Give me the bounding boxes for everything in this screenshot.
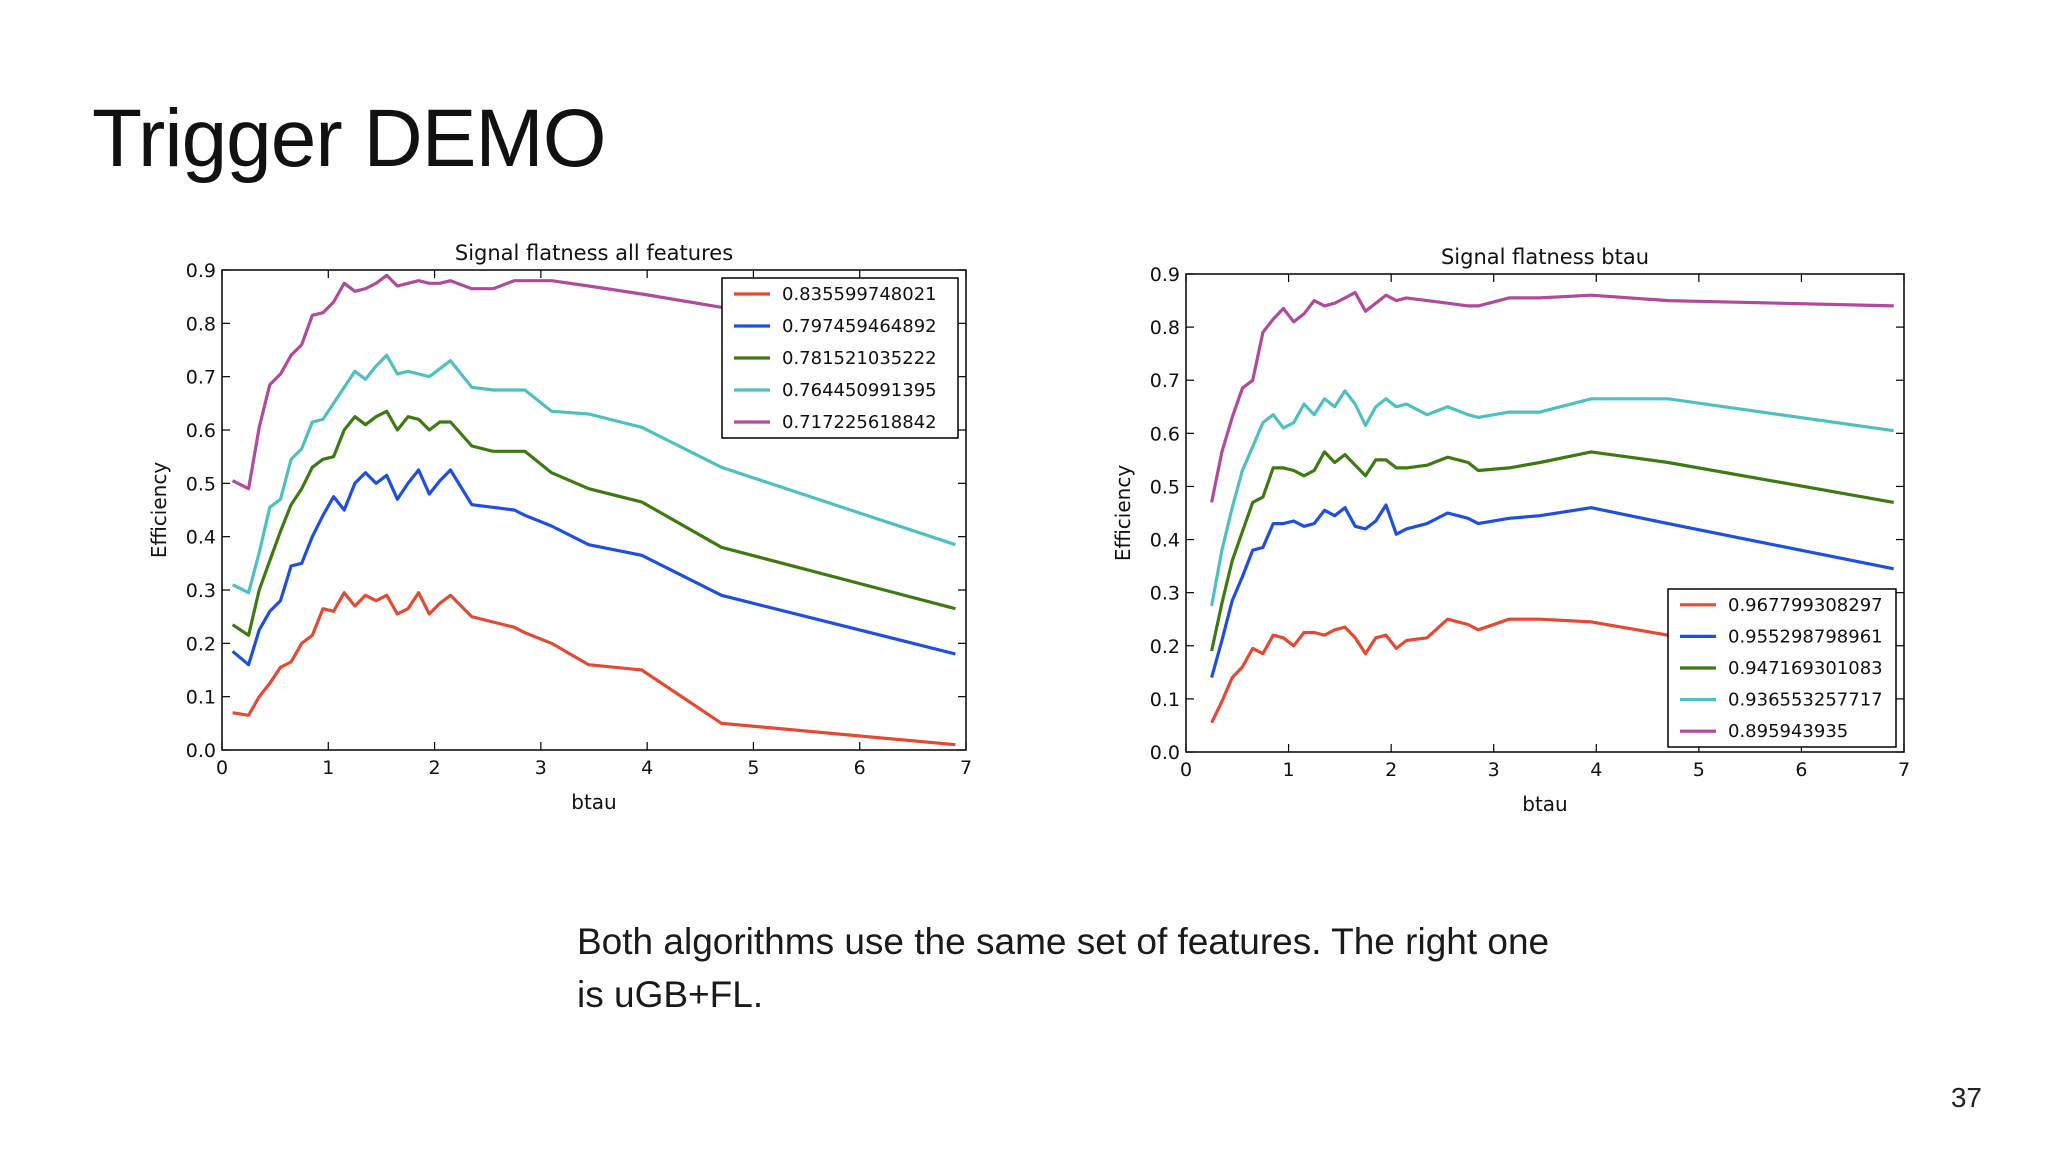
page-number: 37 (1950, 1082, 1982, 1113)
slide-title: Trigger DEMO (92, 93, 606, 184)
plot-frame (1185, 273, 1905, 753)
series-line-2 (231, 468, 956, 667)
y-tick-label: 0.2 (1150, 636, 1180, 658)
legend-entry: 0.967799308297 (1728, 595, 1883, 616)
y-tick-label: 0.1 (1150, 689, 1180, 711)
x-tick-label: 6 (854, 757, 866, 779)
legend-entry: 0.835599748021 (782, 284, 937, 305)
x-axis-label: btau (1522, 792, 1567, 816)
y-tick-label: 0.8 (186, 313, 216, 335)
series-line-4 (1210, 389, 1894, 607)
x-tick-label: 0 (1180, 759, 1192, 781)
chart-title: Signal flatness btau (1441, 245, 1649, 269)
y-tick-label: 0.4 (186, 527, 216, 549)
x-tick-label: 2 (1385, 759, 1397, 781)
series-line-3 (231, 409, 956, 637)
series-line-3 (1210, 450, 1894, 652)
legend-entry: 0.947169301083 (1728, 658, 1883, 679)
slide-caption: Both algorithms use the same set of feat… (577, 921, 1550, 1015)
y-tick-label: 0.0 (1150, 742, 1180, 764)
x-tick-label: 1 (1283, 759, 1295, 781)
y-axis-label: Efficiency (1111, 465, 1135, 562)
y-tick-label: 0.5 (1150, 476, 1180, 498)
x-tick-label: 4 (641, 757, 653, 779)
x-tick-label: 3 (535, 757, 547, 779)
series-line-5 (231, 273, 956, 491)
y-tick-label: 0.6 (1150, 423, 1180, 445)
x-tick-label: 4 (1590, 759, 1602, 781)
y-tick-label: 0.1 (186, 687, 216, 709)
y-tick-label: 0.7 (186, 367, 216, 389)
series-line-2 (1210, 503, 1895, 679)
legend-entry: 0.717225618842 (782, 412, 937, 433)
y-tick-label: 0.6 (186, 420, 216, 442)
y-tick-label: 0.9 (186, 260, 216, 282)
legend-entry: 0.895943935 (1728, 721, 1848, 742)
series-line-5 (1210, 291, 1894, 503)
plot-frame (221, 269, 967, 751)
legend-entry: 0.797459464892 (782, 316, 937, 337)
x-tick-label: 3 (1488, 759, 1500, 781)
series-line-4 (231, 353, 956, 595)
series-line-1 (232, 591, 956, 747)
x-tick-label: 7 (1898, 759, 1910, 781)
y-tick-label: 0.8 (1150, 317, 1180, 339)
x-tick-label: 0 (216, 757, 228, 779)
y-tick-label: 0.3 (1150, 583, 1180, 605)
legend-entry: 0.781521035222 (782, 348, 937, 369)
chart-title: Signal flatness all features (455, 241, 733, 265)
x-axis-label: btau (571, 790, 616, 814)
x-tick-label: 7 (960, 757, 972, 779)
y-axis-label: Efficiency (147, 462, 171, 559)
y-tick-label: 0.3 (186, 580, 216, 602)
x-tick-label: 5 (747, 757, 759, 779)
legend-entry: 0.955298798961 (1728, 626, 1883, 647)
y-tick-label: 0.4 (1150, 530, 1180, 552)
y-tick-label: 0.7 (1150, 370, 1180, 392)
legend-entry: 0.764450991395 (782, 380, 937, 401)
series-line-1 (1210, 617, 1894, 724)
y-tick-label: 0.2 (186, 633, 216, 655)
x-tick-label: 1 (322, 757, 334, 779)
y-tick-label: 0.9 (1150, 264, 1180, 286)
x-tick-label: 5 (1693, 759, 1705, 781)
y-tick-label: 0.0 (186, 740, 216, 762)
legend-entry: 0.936553257717 (1728, 690, 1883, 711)
x-tick-label: 6 (1795, 759, 1807, 781)
x-tick-label: 2 (429, 757, 441, 779)
y-tick-label: 0.5 (186, 473, 216, 495)
